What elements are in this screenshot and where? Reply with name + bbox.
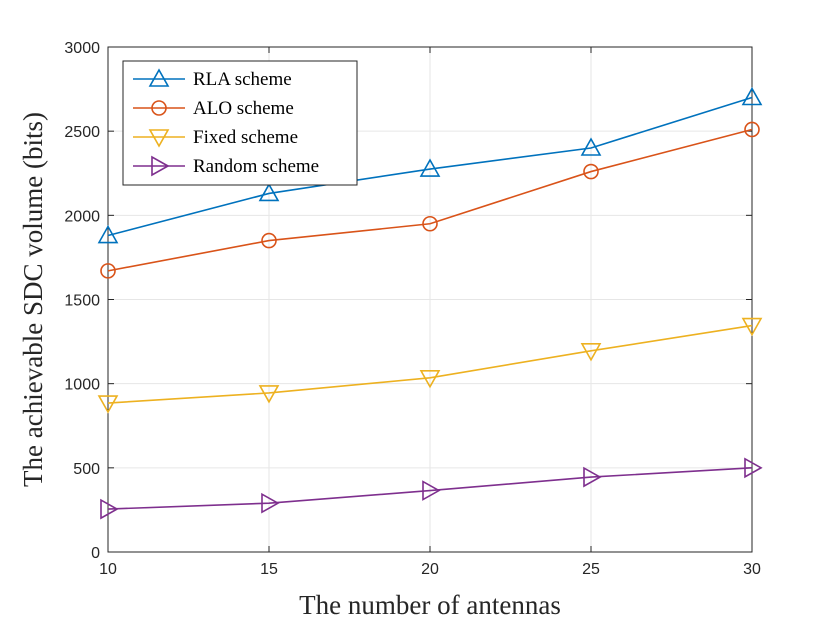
x-tick-label: 30 bbox=[743, 561, 761, 578]
legend-label: Fixed scheme bbox=[193, 127, 298, 148]
series-line bbox=[107, 324, 753, 404]
legend-marker bbox=[151, 100, 167, 116]
legend-marker bbox=[148, 68, 170, 87]
legend-item: ALO scheme bbox=[133, 98, 294, 119]
data-point bbox=[422, 215, 438, 232]
series-layer bbox=[97, 86, 763, 520]
series-0 bbox=[97, 86, 763, 244]
legend: RLA scheme ALO scheme Fixed scheme Random s… bbox=[122, 60, 358, 186]
data-point bbox=[583, 163, 599, 180]
data-point bbox=[261, 232, 277, 249]
series-line bbox=[107, 128, 753, 272]
y-axis-title: The achievable SDC volume (bits) bbox=[18, 112, 48, 487]
data-point bbox=[741, 86, 763, 106]
y-tick-label: 2500 bbox=[64, 124, 100, 141]
legend-item: RLA scheme bbox=[133, 68, 292, 90]
data-point bbox=[741, 317, 763, 337]
y-tick-label: 3000 bbox=[64, 40, 100, 57]
series-3 bbox=[100, 457, 763, 520]
series-2 bbox=[97, 317, 763, 414]
x-tick-label: 25 bbox=[582, 561, 600, 578]
legend-label: Random scheme bbox=[193, 156, 319, 177]
legend-label: RLA scheme bbox=[193, 69, 292, 90]
legend-marker bbox=[148, 129, 170, 148]
legend-item: Random scheme bbox=[133, 155, 319, 177]
legend-marker bbox=[151, 155, 170, 177]
y-tick-label: 0 bbox=[91, 545, 100, 562]
data-point bbox=[419, 369, 441, 389]
y-tick-label: 1500 bbox=[64, 293, 100, 310]
data-point bbox=[580, 137, 602, 156]
legend-box bbox=[122, 60, 358, 186]
data-point bbox=[744, 457, 763, 479]
data-point bbox=[744, 121, 760, 138]
data-point bbox=[580, 343, 602, 362]
data-point bbox=[583, 466, 602, 488]
data-point bbox=[261, 492, 280, 514]
legend-item: Fixed scheme bbox=[133, 127, 298, 148]
x-axis-title: The number of antennas bbox=[299, 590, 561, 620]
data-point bbox=[97, 224, 119, 244]
series-line bbox=[107, 467, 753, 510]
data-point bbox=[258, 182, 280, 202]
series-1 bbox=[100, 121, 760, 279]
data-point bbox=[422, 480, 441, 501]
y-tick-label: 500 bbox=[73, 461, 100, 478]
y-tick-label: 2000 bbox=[64, 208, 100, 225]
axis-ticks: 10 15 20 25 30 0 500 1000 1500 2000 2500 3000 bbox=[64, 40, 761, 578]
data-point bbox=[97, 395, 119, 414]
data-point bbox=[419, 158, 441, 177]
data-point bbox=[100, 263, 116, 279]
data-point bbox=[100, 498, 119, 520]
data-point bbox=[258, 385, 280, 404]
x-tick-label: 10 bbox=[99, 561, 117, 578]
series-line bbox=[107, 96, 753, 237]
legend-label: ALO scheme bbox=[193, 98, 294, 119]
x-tick-label: 15 bbox=[260, 561, 278, 578]
x-tick-label: 20 bbox=[421, 561, 439, 578]
y-tick-label: 1000 bbox=[64, 377, 100, 394]
